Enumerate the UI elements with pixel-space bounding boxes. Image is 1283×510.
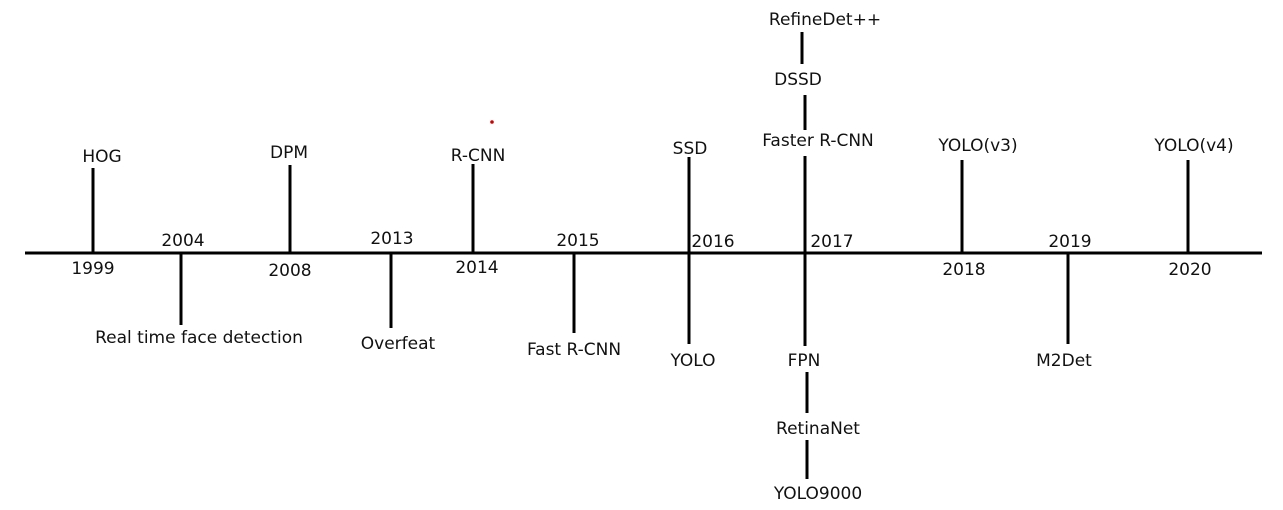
- event-yolo-v4: YOLO(v4): [1153, 136, 1233, 156]
- event-r-cnn: R-CNN: [451, 146, 506, 166]
- event-ssd: SSD: [673, 139, 708, 159]
- event-fpn: FPN: [788, 351, 821, 371]
- event-overfeat: Overfeat: [361, 334, 436, 354]
- event-dssd: DSSD: [774, 70, 822, 90]
- event-yolo: YOLO: [669, 351, 715, 371]
- event-retinanet: RetinaNet: [776, 419, 860, 439]
- year-1999: 1999: [71, 259, 114, 279]
- year-2004: 2004: [161, 231, 204, 251]
- year-2020: 2020: [1168, 260, 1211, 280]
- event-fast-r-cnn: Fast R-CNN: [527, 340, 621, 360]
- event-m2det: M2Det: [1036, 351, 1092, 371]
- event-real-time-face-detection: Real time face detection: [95, 328, 303, 348]
- event-dpm: DPM: [270, 143, 308, 163]
- year-2013: 2013: [370, 229, 413, 249]
- event-refinedet: RefineDet++: [769, 10, 881, 30]
- year-2018: 2018: [942, 260, 985, 280]
- event-hog: HOG: [82, 147, 121, 167]
- red-dot: [490, 120, 494, 124]
- event-yolo-v3: YOLO(v3): [937, 136, 1017, 156]
- year-2016: 2016: [691, 232, 734, 252]
- year-2008: 2008: [268, 261, 311, 281]
- year-2014: 2014: [455, 258, 498, 278]
- year-2017: 2017: [810, 232, 853, 252]
- year-2015: 2015: [556, 231, 599, 251]
- event-yolo9000: YOLO9000: [773, 484, 862, 504]
- year-2019: 2019: [1048, 232, 1091, 252]
- event-faster-r-cnn: Faster R-CNN: [762, 131, 874, 151]
